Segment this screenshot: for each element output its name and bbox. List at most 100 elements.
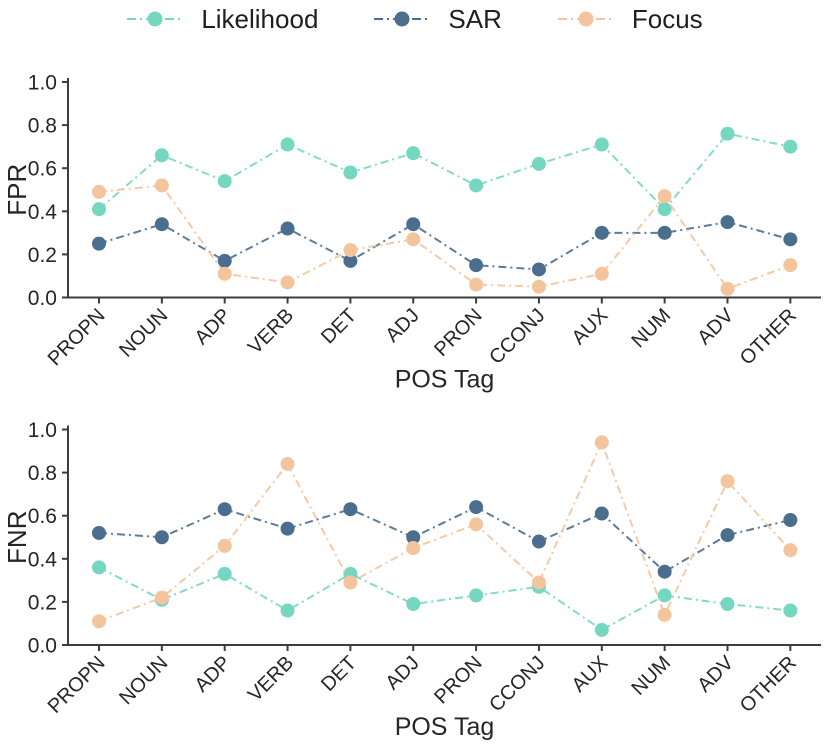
- data-point-focus: [217, 266, 232, 281]
- data-point-likelihood: [406, 597, 421, 612]
- x-tick-label: NUM: [627, 652, 675, 700]
- data-point-sar: [531, 262, 546, 277]
- x-tick-label: NOUN: [115, 304, 172, 361]
- data-point-focus: [343, 243, 358, 258]
- x-tick-label: PRON: [430, 304, 486, 360]
- x-tick-label: OTHER: [736, 304, 801, 369]
- x-tick-label: VERB: [244, 304, 298, 358]
- data-point-likelihood: [92, 560, 106, 575]
- series-line-likelihood: [98, 566, 791, 632]
- data-point-likelihood: [594, 137, 609, 152]
- data-point-sar: [406, 530, 421, 545]
- data-point-likelihood: [720, 126, 735, 141]
- data-point-likelihood: [657, 588, 672, 603]
- data-point-sar: [217, 253, 232, 268]
- data-point-focus: [154, 590, 169, 605]
- series-line-focus: [98, 439, 792, 623]
- x-tick-label: CCONJ: [485, 652, 549, 716]
- x-tick-label: ADJ: [382, 652, 424, 694]
- data-point-focus: [92, 184, 106, 199]
- x-tick-label: DET: [317, 304, 361, 348]
- y-tick-label: 0.8: [28, 115, 57, 138]
- series-line-likelihood: [98, 132, 791, 211]
- x-tick-label: OTHER: [736, 652, 801, 717]
- y-tick-label: 0.6: [28, 158, 57, 181]
- x-tick-label: ADP: [191, 652, 236, 697]
- data-point-likelihood: [657, 202, 672, 217]
- data-point-focus: [531, 575, 546, 590]
- data-point-focus: [280, 275, 295, 290]
- data-point-focus: [469, 517, 484, 532]
- y-tick-label: 1.0: [28, 419, 57, 442]
- data-point-focus: [531, 279, 546, 294]
- data-point-focus: [343, 575, 358, 590]
- data-point-focus: [406, 232, 421, 247]
- data-point-focus: [406, 541, 421, 556]
- sar-marker-icon: [374, 11, 431, 27]
- chart-fnr: 0.0 0.2 0.4 0.6 0.8 1.0 PROPN NOUN ADP VERB DET ADJ…: [2, 419, 821, 741]
- legend-item-likelihood: Likelihood: [127, 6, 318, 32]
- y-tick-label: 0.8: [28, 462, 57, 485]
- data-point-sar: [154, 530, 169, 545]
- y-tick-label: 0.6: [28, 505, 57, 528]
- data-point-focus: [657, 189, 672, 204]
- data-point-likelihood: [154, 148, 169, 163]
- x-tick-label: NOUN: [115, 652, 172, 709]
- legend-label-sar: SAR: [448, 4, 502, 34]
- data-point-sar: [720, 215, 735, 230]
- legend-item-sar: SAR: [374, 4, 502, 34]
- y-axis-label: FPR: [2, 164, 32, 216]
- y-tick-label: 0.4: [28, 201, 58, 224]
- data-point-focus: [469, 277, 484, 292]
- data-point-focus: [720, 281, 735, 296]
- data-point-focus: [594, 435, 609, 450]
- x-tick-label: VERB: [244, 652, 298, 706]
- series-line-focus: [98, 184, 791, 291]
- focus-marker-icon: [557, 11, 614, 27]
- x-tick-label: ADJ: [382, 304, 424, 346]
- data-point-sar: [594, 506, 609, 521]
- data-point-sar: [657, 564, 672, 579]
- data-point-sar: [343, 253, 358, 268]
- data-point-likelihood: [280, 603, 295, 618]
- data-point-focus: [92, 614, 106, 629]
- data-point-likelihood: [280, 137, 295, 152]
- data-point-sar: [720, 528, 735, 543]
- data-point-sar: [594, 225, 609, 240]
- data-point-focus: [280, 456, 295, 471]
- data-point-likelihood: [469, 588, 484, 603]
- series-line-sar: [98, 221, 791, 271]
- data-point-focus: [720, 474, 735, 489]
- x-tick-label: PROPN: [44, 304, 110, 370]
- y-tick-label: 0.0: [28, 635, 57, 658]
- x-tick-label: CCONJ: [485, 304, 549, 368]
- data-point-sar: [783, 513, 798, 528]
- data-point-likelihood: [406, 146, 421, 161]
- data-point-likelihood: [469, 178, 484, 193]
- data-point-sar: [469, 258, 484, 273]
- series-line-sar: [98, 505, 791, 573]
- data-point-focus: [594, 266, 609, 281]
- y-tick-label: 0.2: [28, 244, 57, 267]
- chart-fpr: 0.0 0.2 0.4 0.6 0.8 1.0 PROPN NOUN ADP VERB DET ADJ…: [2, 72, 821, 394]
- data-point-sar: [154, 217, 169, 232]
- y-tick-label: 0.0: [28, 287, 57, 310]
- data-point-sar: [280, 521, 295, 536]
- data-point-likelihood: [217, 174, 232, 189]
- data-point-sar: [217, 502, 232, 517]
- y-axis-label: FNR: [2, 511, 32, 564]
- data-point-sar: [783, 232, 798, 247]
- likelihood-marker-icon: [127, 11, 184, 27]
- data-point-sar: [531, 534, 546, 549]
- data-point-likelihood: [783, 603, 798, 618]
- data-point-focus: [154, 178, 169, 193]
- data-point-likelihood: [783, 139, 798, 154]
- x-tick-label: PROPN: [44, 652, 110, 718]
- data-point-focus: [783, 258, 798, 273]
- x-tick-label: DET: [317, 652, 361, 696]
- x-tick-label: ADP: [191, 304, 236, 349]
- x-tick-label: ADV: [693, 652, 738, 697]
- x-tick-label: ADV: [693, 304, 738, 349]
- data-point-sar: [406, 217, 421, 232]
